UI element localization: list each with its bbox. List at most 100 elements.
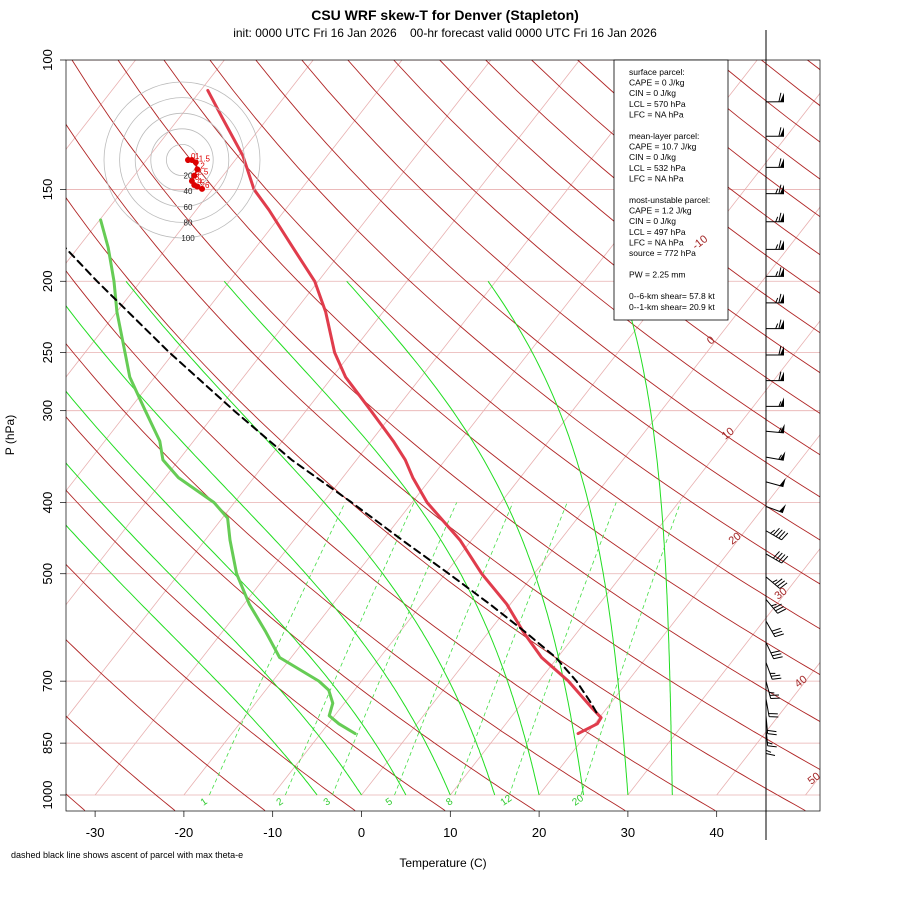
y-tick-label: 200 <box>40 270 55 292</box>
isotherm-label: 40 <box>793 673 810 690</box>
y-axis-label: P (hPa) <box>3 415 17 455</box>
hodograph-point-label: 2.5 <box>197 168 209 177</box>
stats-line: LCL = 570 hPa <box>629 99 686 109</box>
stats-line: surface parcel: <box>629 67 685 77</box>
hodograph-point-label: 1.5 <box>199 154 211 163</box>
mixing-ratio-line <box>331 502 458 796</box>
mixing-ratio-label: 2 <box>275 796 286 808</box>
hodograph-ring <box>134 112 230 208</box>
footnote: dashed black line shows ascent of parcel… <box>11 850 243 860</box>
x-tick-label: 30 <box>621 825 635 840</box>
wind-barb <box>765 576 788 589</box>
x-tick-label: -30 <box>86 825 105 840</box>
dry-adiabat <box>439 60 820 374</box>
y-tick-label: 300 <box>40 400 55 422</box>
isotherm-label: 50 <box>806 770 823 787</box>
isotherm-label: 30 <box>772 585 789 602</box>
wind-barb <box>765 427 784 434</box>
moist-adiabat <box>125 280 496 796</box>
stats-line: CIN = 0 J/kg <box>629 152 676 162</box>
wind-barb-flag <box>780 319 784 329</box>
isotherm-label: 20 <box>727 530 744 547</box>
x-tick-label: -20 <box>175 825 194 840</box>
dry-adiabat <box>715 60 820 143</box>
wind-barb <box>765 454 784 461</box>
stats-line: LFC = NA hPa <box>629 109 684 119</box>
moist-adiabat <box>66 305 451 796</box>
plot-frame <box>65 59 821 812</box>
wind-barb-flag <box>780 92 784 102</box>
wind-barb-flag <box>779 451 786 461</box>
wind-barb <box>765 481 784 488</box>
hodograph-point <box>194 183 201 190</box>
isotherm <box>66 60 492 606</box>
hodograph-area <box>104 82 260 238</box>
stats-line: CAPE = 1.2 J/kg <box>629 206 692 216</box>
moist-adiabat <box>66 390 407 796</box>
wind-barb <box>765 158 785 168</box>
dry-adiabat <box>66 123 820 771</box>
hodograph-ring <box>103 81 261 239</box>
x-tick-label: 40 <box>709 825 723 840</box>
dry-adiabat <box>761 60 820 107</box>
chart-series: 1 2 3 5 8 12 20 <box>66 88 603 808</box>
temperature-profile <box>206 88 603 736</box>
wind-barb-flag <box>780 267 784 277</box>
moist-adiabat <box>66 524 318 796</box>
mixing-ratio-label: 5 <box>384 796 395 808</box>
hodograph-ring-label: 40 <box>184 187 193 196</box>
wind-barb <box>765 319 785 330</box>
dry-adiabat <box>66 715 176 811</box>
stats-line: 0--6-km shear= 57.8 kt <box>629 291 715 301</box>
wind-barb-flag <box>780 240 784 250</box>
stats-line: CIN = 0 J/kg <box>629 88 676 98</box>
wind-barb <box>765 401 785 407</box>
stats-line: LCL = 532 hPa <box>629 163 686 173</box>
dewpoint-profile <box>99 218 357 736</box>
wind-barb <box>765 698 779 718</box>
isotherm <box>627 548 820 796</box>
isotherm <box>66 60 314 378</box>
wind-barb <box>765 681 780 699</box>
wind-barb-flag <box>780 346 784 356</box>
x-tick-label: 20 <box>532 825 546 840</box>
y-tick-label: 850 <box>40 732 55 754</box>
dry-adiabat <box>66 639 266 811</box>
moist-adiabat <box>487 281 629 796</box>
stats-line: CAPE = 10.7 J/kg <box>629 142 697 152</box>
chart-subtitle: init: 0000 UTC Fri 16 Jan 2026 00-hr for… <box>233 26 657 40</box>
isotherm-label: 10 <box>720 425 737 442</box>
wind-barb <box>765 506 784 514</box>
wind-barb-flag <box>780 371 784 381</box>
hodograph-ring-label: 60 <box>184 203 193 212</box>
wind-barb <box>765 240 785 250</box>
mixing-ratio-label: 8 <box>444 796 455 808</box>
hodograph-point-label: 1 <box>195 152 200 161</box>
mixing-ratio-line <box>209 502 346 796</box>
hodograph-point <box>199 185 206 192</box>
parcel-ascent <box>66 247 598 714</box>
dry-adiabat <box>71 60 820 723</box>
hodograph-ring-label: 100 <box>181 234 195 243</box>
dry-adiabat <box>66 416 536 811</box>
y-tick-label: 250 <box>40 342 55 364</box>
wind-barbs <box>765 30 789 840</box>
stats-box-frame <box>613 59 729 321</box>
isotherm <box>66 60 403 492</box>
wind-barb-flag <box>779 423 785 433</box>
isotherm <box>66 60 225 264</box>
hodograph-point-label: 0 <box>191 152 196 161</box>
wind-barb <box>765 267 785 277</box>
wind-barb <box>765 212 785 223</box>
dry-adiabat <box>209 60 820 585</box>
wind-barb <box>765 735 776 756</box>
hodograph-ring-label: 80 <box>184 218 193 227</box>
dry-adiabat <box>117 60 820 676</box>
wind-barb <box>765 127 785 137</box>
hodograph-ring-label: 20 <box>184 172 193 181</box>
hodograph-ring <box>150 128 214 192</box>
wind-barb <box>765 599 787 614</box>
x-tick-label: -10 <box>263 825 282 840</box>
